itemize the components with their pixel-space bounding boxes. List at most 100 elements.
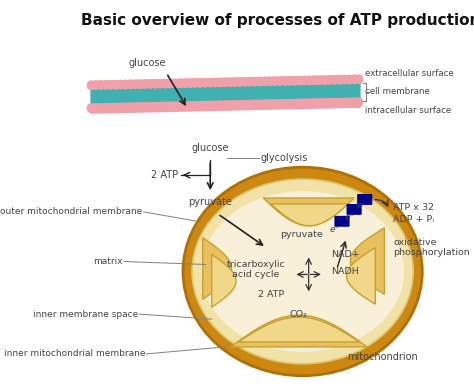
Circle shape: [92, 104, 99, 112]
Circle shape: [252, 77, 258, 86]
Circle shape: [197, 102, 203, 110]
Text: mitochondrion: mitochondrion: [347, 352, 418, 362]
Circle shape: [127, 103, 134, 111]
Circle shape: [132, 103, 138, 111]
Text: e⁻: e⁻: [330, 225, 340, 234]
Circle shape: [87, 81, 94, 89]
Circle shape: [202, 79, 208, 87]
Text: e⁻: e⁻: [356, 202, 367, 210]
Circle shape: [112, 103, 118, 112]
Circle shape: [92, 81, 99, 89]
Circle shape: [262, 77, 268, 86]
Circle shape: [237, 78, 243, 86]
Circle shape: [177, 102, 183, 110]
Circle shape: [346, 98, 353, 107]
Circle shape: [242, 78, 248, 86]
Circle shape: [246, 77, 253, 86]
Ellipse shape: [201, 191, 404, 352]
Text: glycolysis: glycolysis: [261, 153, 309, 163]
Circle shape: [237, 101, 243, 109]
Text: matrix: matrix: [93, 257, 122, 266]
Circle shape: [266, 77, 273, 86]
Text: cell membrane: cell membrane: [365, 87, 429, 96]
Circle shape: [297, 77, 303, 85]
Circle shape: [87, 104, 94, 112]
Circle shape: [307, 76, 313, 85]
Text: inner membrane space: inner membrane space: [33, 310, 138, 319]
Circle shape: [232, 78, 238, 86]
Circle shape: [122, 103, 128, 112]
Circle shape: [317, 76, 323, 84]
Circle shape: [337, 75, 343, 84]
Circle shape: [351, 75, 357, 84]
Circle shape: [346, 75, 353, 84]
Circle shape: [301, 99, 308, 107]
Circle shape: [356, 98, 363, 106]
Circle shape: [351, 98, 357, 107]
Circle shape: [327, 99, 333, 107]
Text: glucose: glucose: [191, 143, 229, 153]
Circle shape: [282, 77, 288, 85]
Circle shape: [307, 99, 313, 107]
Circle shape: [252, 100, 258, 109]
Circle shape: [311, 76, 318, 84]
Text: ADP + Pᵢ: ADP + Pᵢ: [393, 216, 435, 224]
Circle shape: [107, 81, 114, 89]
Circle shape: [277, 77, 283, 85]
Circle shape: [217, 101, 223, 109]
Circle shape: [97, 81, 104, 89]
Circle shape: [272, 100, 278, 108]
Circle shape: [147, 103, 154, 111]
Circle shape: [187, 79, 193, 87]
Text: oxidative
phosphorylation: oxidative phosphorylation: [393, 238, 470, 257]
Circle shape: [117, 81, 124, 89]
FancyBboxPatch shape: [346, 204, 362, 215]
Circle shape: [142, 80, 148, 88]
Circle shape: [192, 102, 198, 110]
Circle shape: [152, 80, 158, 88]
FancyBboxPatch shape: [335, 216, 349, 227]
Circle shape: [147, 80, 154, 88]
Circle shape: [292, 100, 298, 108]
Polygon shape: [231, 315, 367, 347]
Circle shape: [137, 103, 144, 111]
Polygon shape: [346, 248, 375, 304]
Text: pyruvate: pyruvate: [188, 197, 232, 207]
Circle shape: [107, 103, 114, 112]
Text: NAD+: NAD+: [331, 250, 360, 259]
Circle shape: [187, 102, 193, 110]
Circle shape: [222, 101, 228, 109]
Circle shape: [202, 102, 208, 110]
Circle shape: [256, 100, 263, 109]
Circle shape: [177, 79, 183, 88]
Ellipse shape: [192, 179, 413, 364]
Circle shape: [266, 100, 273, 108]
Circle shape: [157, 102, 164, 111]
Circle shape: [227, 101, 233, 109]
Text: pyruvate: pyruvate: [280, 230, 322, 239]
FancyBboxPatch shape: [357, 194, 372, 205]
Circle shape: [162, 102, 168, 110]
Circle shape: [152, 103, 158, 111]
Text: glucose: glucose: [128, 58, 166, 68]
Circle shape: [212, 78, 218, 87]
Circle shape: [102, 81, 109, 89]
Circle shape: [282, 100, 288, 108]
Circle shape: [297, 99, 303, 108]
Circle shape: [287, 77, 293, 85]
Circle shape: [222, 78, 228, 86]
Circle shape: [331, 76, 337, 84]
Text: NADH: NADH: [331, 267, 359, 276]
Circle shape: [182, 102, 188, 110]
Circle shape: [117, 103, 124, 112]
Circle shape: [172, 79, 178, 88]
Circle shape: [167, 102, 173, 110]
Circle shape: [331, 98, 337, 107]
Polygon shape: [212, 254, 236, 307]
Circle shape: [301, 76, 308, 85]
Circle shape: [341, 75, 347, 84]
Circle shape: [207, 101, 213, 110]
Text: intracellular surface: intracellular surface: [365, 106, 451, 115]
Circle shape: [157, 80, 164, 88]
Polygon shape: [271, 204, 348, 226]
